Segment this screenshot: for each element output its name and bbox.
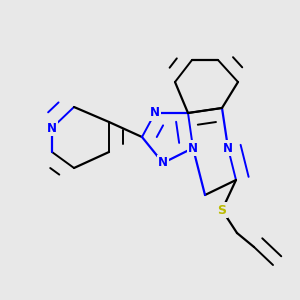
Text: S: S	[218, 203, 226, 217]
Text: N: N	[150, 106, 160, 119]
Text: N: N	[47, 122, 57, 134]
Text: N: N	[188, 142, 198, 154]
Text: N: N	[223, 142, 233, 154]
Text: N: N	[158, 157, 168, 169]
